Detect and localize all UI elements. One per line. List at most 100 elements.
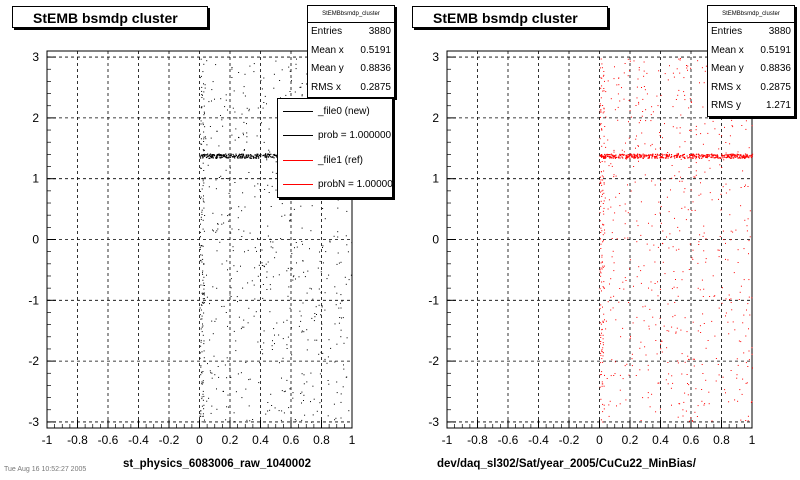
scatter-point (721, 167, 723, 168)
scatter-point (201, 188, 203, 190)
scatter-point (680, 329, 682, 331)
band-point (633, 157, 635, 159)
scatter-point (314, 339, 316, 341)
scatter-point (637, 145, 639, 147)
scatter-point (242, 192, 244, 194)
band-point (252, 157, 255, 159)
scatter-point (628, 121, 629, 123)
scatter-point (226, 377, 228, 379)
scatter-point (301, 227, 303, 229)
band-point (215, 155, 217, 157)
scatter-point (685, 219, 687, 221)
scatter-point (204, 302, 205, 304)
scatter-point (603, 88, 605, 89)
scatter-point (701, 364, 703, 365)
scatter-point (262, 284, 264, 285)
scatter-point (229, 294, 231, 296)
scatter-point (652, 316, 654, 318)
scatter-point (600, 58, 602, 60)
scatter-point (204, 177, 206, 178)
scatter-point (732, 126, 734, 128)
scatter-point (261, 265, 263, 266)
scatter-point (243, 149, 245, 150)
scatter-point (213, 355, 215, 357)
scatter-point (638, 69, 640, 71)
scatter-point (673, 76, 675, 78)
scatter-point (202, 198, 204, 200)
scatter-point (295, 63, 297, 65)
stats-row: Mean x 0.5191 (308, 42, 394, 61)
scatter-point (668, 211, 670, 213)
scatter-point (748, 350, 750, 352)
scatter-point (606, 378, 608, 379)
band-point (225, 156, 227, 158)
band-point (239, 157, 241, 159)
x-tick-label: 0.2 (622, 433, 639, 447)
scatter-point (319, 402, 321, 404)
scatter-point (243, 230, 245, 232)
y-tick-label: -2 (428, 354, 439, 368)
band-point (633, 157, 636, 159)
band-point (222, 155, 225, 157)
scatter-point (241, 236, 243, 237)
band-point (255, 154, 257, 156)
scatter-point (721, 287, 723, 289)
scatter-point (603, 313, 605, 315)
band-point (687, 157, 689, 159)
scatter-point (681, 207, 683, 209)
scatter-point (278, 334, 280, 336)
scatter-point (617, 106, 619, 108)
scatter-point (211, 372, 213, 374)
band-point (713, 154, 715, 156)
scatter-point (723, 159, 725, 161)
scatter-point (686, 331, 688, 333)
scatter-point (208, 186, 210, 188)
band-point (204, 154, 206, 156)
scatter-point (644, 89, 646, 91)
scatter-point (278, 410, 280, 412)
scatter-point (719, 164, 721, 166)
scatter-point (334, 323, 336, 325)
band-point (713, 157, 715, 159)
scatter-point (659, 212, 661, 214)
scatter-point (602, 241, 604, 243)
band-point (734, 156, 736, 158)
scatter-point (228, 406, 229, 408)
band-point (221, 155, 223, 157)
scatter-point (659, 132, 661, 133)
scatter-point (624, 365, 626, 367)
band-point (265, 154, 267, 156)
scatter-point (623, 72, 625, 74)
x-tick-label: -0.8 (467, 433, 488, 447)
scatter-point (718, 307, 720, 309)
scatter-point (271, 345, 273, 347)
scatter-point (279, 80, 281, 81)
band-point (719, 157, 721, 159)
scatter-point (300, 393, 302, 394)
scatter-point (340, 336, 342, 338)
band-point (615, 157, 617, 159)
scatter-point (614, 361, 616, 363)
scatter-point (697, 330, 699, 332)
scatter-point (262, 297, 264, 299)
band-point (661, 156, 663, 158)
scatter-point (600, 200, 602, 202)
scatter-point (635, 375, 637, 376)
scatter-point (202, 390, 204, 392)
scatter-point (203, 195, 204, 197)
scatter-point (696, 416, 698, 417)
scatter-point (231, 77, 233, 78)
scatter-point (263, 342, 265, 344)
band-point (744, 157, 746, 159)
scatter-point (321, 323, 323, 325)
scatter-point (203, 111, 205, 113)
scatter-point (270, 246, 272, 248)
scatter-point (687, 394, 689, 396)
scatter-point (255, 311, 257, 313)
band-point (633, 155, 635, 157)
scatter-point (319, 251, 320, 253)
scatter-point (612, 250, 614, 252)
scatter-point (199, 352, 201, 354)
scatter-point (295, 420, 297, 422)
band-point (217, 153, 219, 156)
